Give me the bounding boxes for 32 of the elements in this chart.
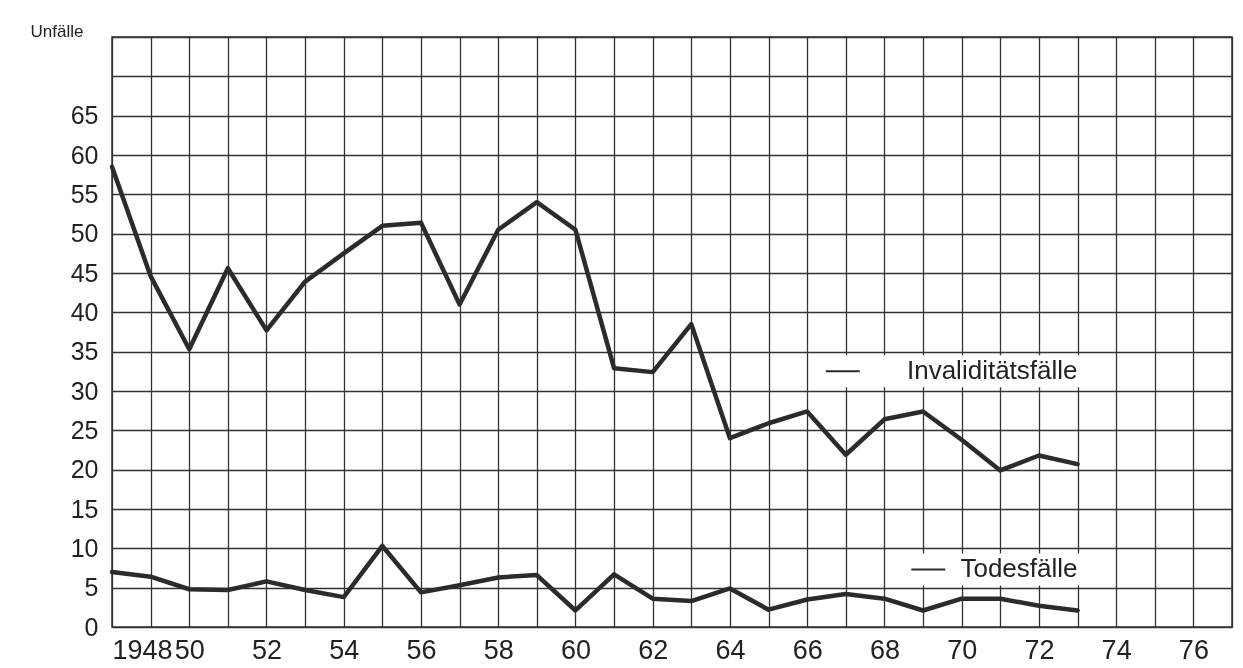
- x-tick-label: 68: [869, 634, 900, 665]
- y-tick-label: 25: [70, 415, 99, 444]
- x-tick-label: 58: [483, 634, 514, 665]
- y-tick-label: 0: [84, 612, 99, 641]
- x-tick-label: 1948: [112, 634, 173, 665]
- y-tick-label: 30: [70, 376, 99, 405]
- y-tick-label: 55: [70, 179, 99, 208]
- x-tick-label: 56: [406, 634, 437, 665]
- x-tick-label: 72: [1024, 634, 1055, 665]
- y-tick-label: 50: [70, 219, 99, 248]
- x-tick-label: 50: [174, 634, 205, 665]
- x-tick-label: 76: [1178, 634, 1209, 665]
- y-tick-label: 5: [84, 573, 99, 602]
- y-tick-label: 65: [70, 101, 99, 130]
- y-tick-label: 40: [70, 297, 99, 326]
- x-tick-label: 52: [251, 634, 283, 665]
- x-tick-label: 54: [329, 634, 360, 665]
- y-axis-title: Unfälle: [30, 21, 84, 41]
- y-tick-label: 10: [70, 533, 99, 562]
- x-tick-label: 70: [947, 634, 978, 665]
- y-tick-label: 15: [70, 494, 99, 523]
- x-tick-label: 66: [792, 634, 823, 665]
- x-tick-label: 60: [560, 634, 591, 665]
- y-tick-label: 45: [70, 258, 99, 287]
- legend-label: Invaliditätsfälle: [906, 355, 1078, 386]
- x-tick-label: 62: [638, 634, 669, 665]
- legend-label: Todesfälle: [960, 553, 1078, 584]
- y-tick-label: 35: [70, 337, 99, 366]
- y-tick-label: 20: [70, 455, 99, 484]
- x-tick-label: 64: [715, 634, 746, 665]
- y-tick-label: 60: [70, 140, 99, 169]
- x-tick-label: 74: [1101, 634, 1132, 665]
